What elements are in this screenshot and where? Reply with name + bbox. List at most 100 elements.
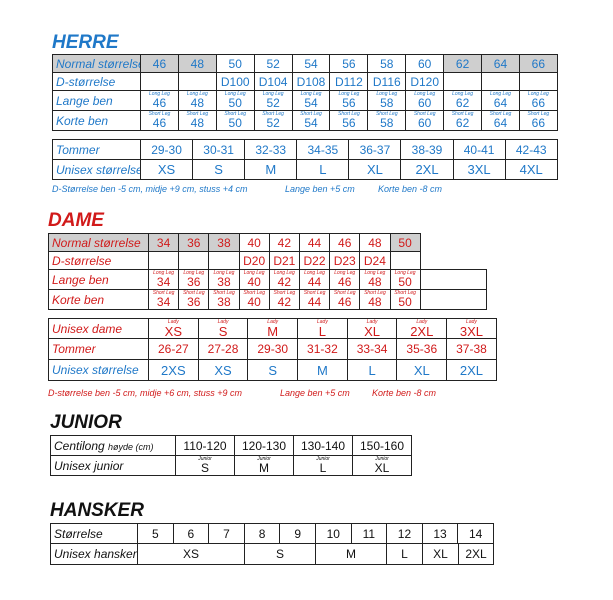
row-label: Unisex hansker [50,543,138,565]
junior-title: JUNIOR [50,412,122,433]
dame-row-tommer: Tommer 26-27 27-28 29-30 31-32 33-34 35-… [48,338,497,360]
cell: XS [137,543,245,565]
value: 66 [531,116,546,130]
centilong-label: Centilong [54,438,105,453]
cell [420,234,486,252]
short-leg-tag: Short Leg [527,111,550,117]
cell: D108 [291,72,331,91]
herre-note-d: D-Størrelse ben -5 cm, midje +9 cm, stus… [52,184,248,194]
cell: L [296,159,350,180]
long-leg-tag: Long Leg [153,270,175,276]
cell: 60 [405,54,445,73]
cell: 38 [208,233,240,252]
cell: Long Leg 60 [405,90,445,111]
cell: 40-41 [452,139,506,160]
cell [420,252,486,270]
value: 38 [217,275,231,289]
row-label: Størrelse [50,523,138,544]
value: 50 [228,96,242,110]
cell: 9 [279,523,316,544]
cell: Long Leg 54 [291,90,331,111]
cell [177,72,217,91]
cell: Long Leg 52 [253,90,293,111]
cell: Long Leg 36 [178,269,210,290]
cell: 10 [314,523,352,544]
value: 46 [152,116,167,130]
cell: Junior XL [352,455,412,476]
cell: 130-140 [293,435,353,456]
long-leg-tag: Long Leg [183,270,205,276]
cell: 48 [359,233,391,252]
value: 34 [156,275,171,289]
cell: 27-28 [197,338,249,360]
value: L [318,324,327,339]
row-label: Lange ben [52,90,141,111]
value: 60 [418,96,432,110]
cell: 64 [481,54,520,73]
cell: 32-33 [244,139,298,160]
cell: 26-27 [148,338,199,360]
short-leg-tag: Short Leg [451,111,474,117]
row-label: Korte ben [48,289,149,310]
row-label: Unisex junior [50,455,176,476]
lady-tag: Lady [316,319,328,325]
cell: 6 [172,523,210,544]
cell: 4XL [504,159,558,180]
value: 60 [418,116,432,130]
herre-row-normal: Normal størrelse 46 48 50 52 54 56 58 60… [52,54,558,73]
cell: 42-43 [504,139,558,160]
cell: Long Leg 50 [215,90,255,111]
cell: Lady S [197,318,249,339]
cell: 62 [443,54,483,73]
cell: 42 [268,233,300,252]
cell: XL [348,159,402,180]
cell: Lady M [247,318,299,339]
cell: 29-30 [139,139,194,160]
row-label: Normal størrelse [52,54,141,73]
cell: Short Leg 66 [518,110,558,131]
dame-row-korte: Korte ben Short Leg 34 Short Leg 36 Short … [48,289,487,310]
cell: Long Leg 58 [367,90,407,111]
cell: 34 [147,233,180,252]
cell: 58 [367,54,407,73]
value: 50 [398,295,412,309]
cell [208,251,240,270]
long-leg-tag: Long Leg [243,270,265,276]
value: XS [164,324,183,339]
long-leg-tag: Long Leg [334,270,356,276]
value: 44 [307,295,322,309]
value: 34 [156,295,171,309]
herre-row-tommer: Tommer 29-30 30-31 32-33 34-35 36-37 38-… [52,139,558,160]
cell: 38-39 [400,139,454,160]
value: 48 [368,295,382,309]
long-leg-tag: Long Leg [304,270,325,276]
cell: D23 [329,251,361,270]
dame-title: DAME [48,210,104,231]
cell: 44 [298,233,331,252]
dame-size-table-lower: Unisex dame Lady XS Lady S Lady M Lady L Lad… [48,318,497,381]
row-label: Tommer [52,139,141,160]
hansker-title: HANSKER [50,500,144,521]
value: M [259,461,269,475]
value: 40 [247,275,261,289]
short-leg-tag: Short Leg [152,290,175,296]
value: 54 [304,116,318,130]
cell: 2XL [458,543,494,565]
value: 46 [152,96,167,110]
junior-row-unisex: Unisex junior Junior S Junior M Junior L Ju… [50,455,412,476]
cell: Lady L [297,318,348,339]
cell: Long Leg 56 [329,90,369,111]
value: 46 [338,275,352,289]
herre-row-lange: Lange ben Long Leg 46 Long Leg 48 Long Leg… [52,90,558,111]
junior-tag: Junior [198,456,212,462]
cell: D22 [298,251,331,270]
cell [389,251,421,270]
value: S [218,324,228,339]
lady-tag: Lady [267,319,279,325]
long-leg-tag: Long Leg [364,270,386,276]
value: 46 [338,295,352,309]
value: 58 [380,96,394,110]
cell: 66 [518,54,558,73]
lady-tag: Lady [366,319,378,325]
value: 56 [342,116,356,130]
